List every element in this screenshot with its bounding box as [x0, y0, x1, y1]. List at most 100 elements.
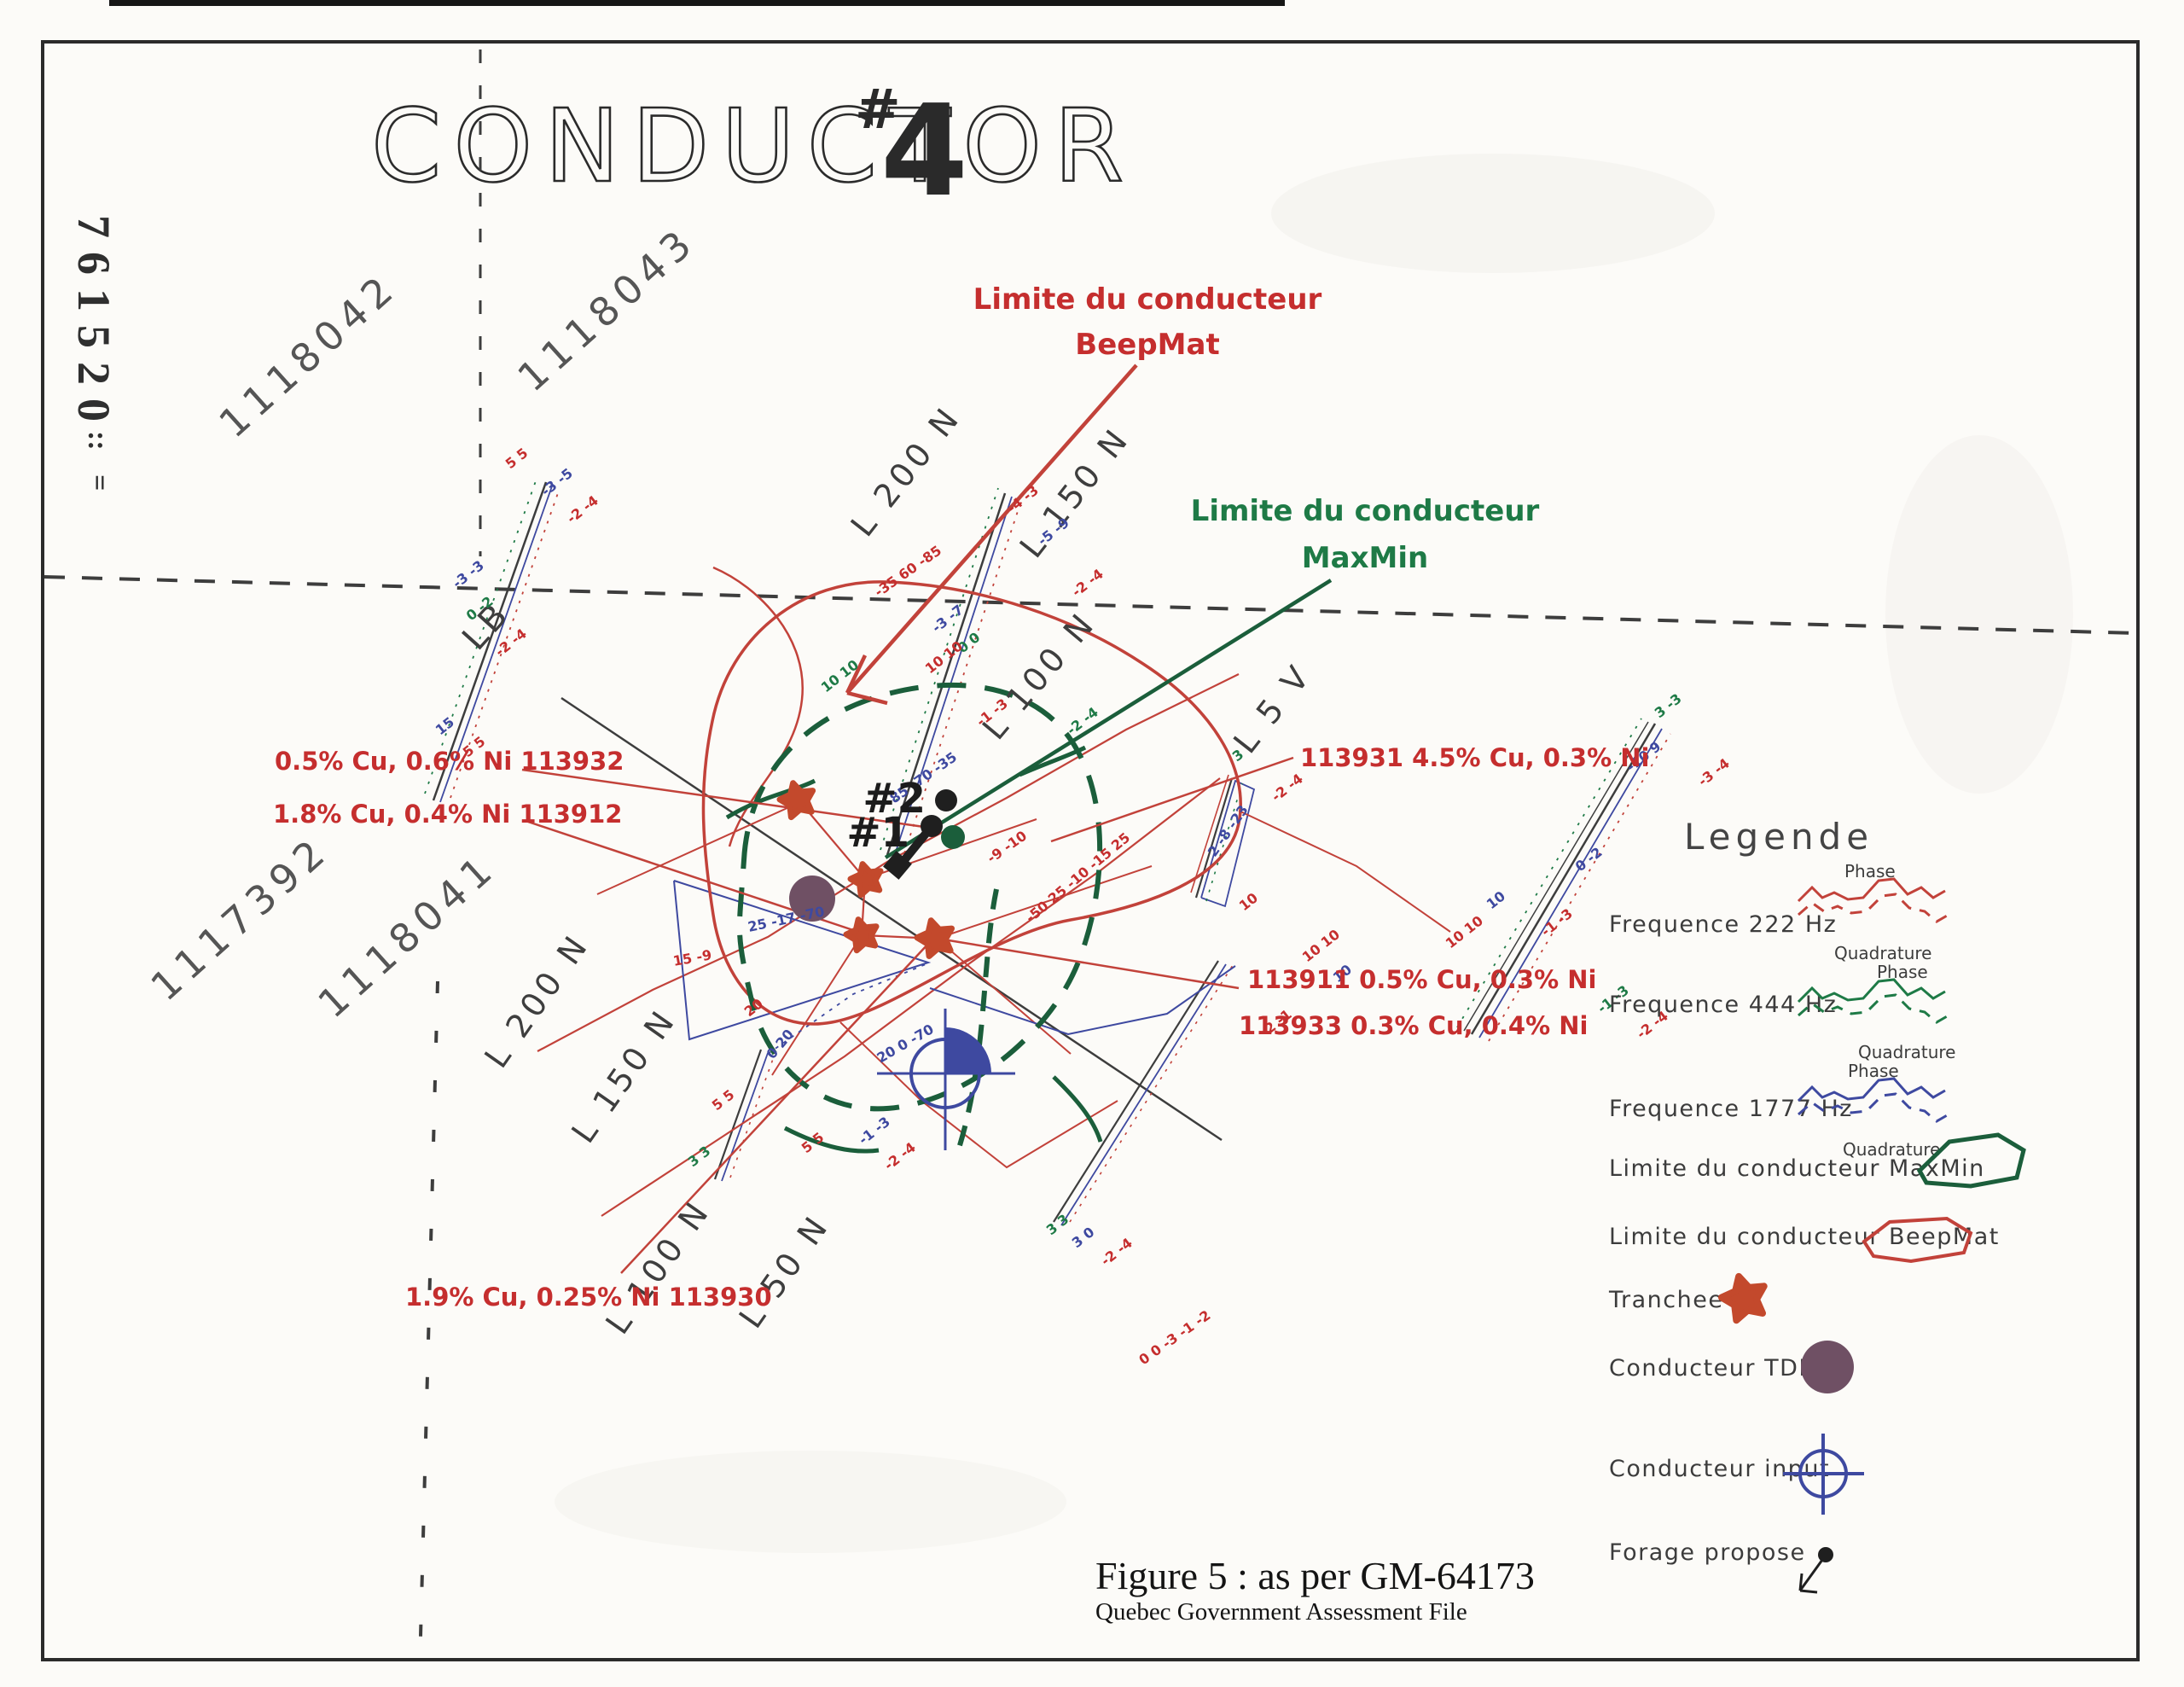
drill-green-marker: [941, 825, 965, 849]
title-number: 4: [880, 78, 968, 224]
beepmat-conductor-outline: [701, 580, 1242, 1026]
legend-maxmin-outline: [1916, 1132, 2026, 1189]
legend-forage-arrowhead: [1798, 1573, 1804, 1591]
survey-profile-line: [439, 483, 554, 803]
assay-leader: [1050, 756, 1294, 843]
survey-profile-line: [1190, 774, 1229, 893]
proposed-drill-holes: [883, 789, 965, 880]
survey-profile-dotted: [729, 1049, 777, 1178]
beepmat-arrowhead: [846, 690, 888, 706]
assay-leader: [521, 768, 931, 829]
stamp-mark: =: [84, 474, 115, 491]
survey-profile-line: [893, 496, 1013, 858]
survey-profile-line: [721, 1052, 769, 1182]
green-segment: [1019, 745, 1087, 777]
green-segment: [725, 778, 816, 820]
green-profile-lines: [725, 745, 1103, 1155]
survey-line: [886, 492, 1007, 856]
input-conductor-quadrant: [945, 1027, 991, 1073]
blue-profile-polyline: [929, 965, 1236, 1036]
legend-label-tranchee: Tranchee: [1608, 1287, 1723, 1313]
trench-link-line: [799, 801, 866, 880]
legend-phase-label: Phase: [1844, 861, 1896, 881]
legend-squiggle-222: [1797, 877, 1949, 923]
tranchee-star: [847, 861, 884, 899]
legend-label-beepmat: Limite du conducteur BeepMat: [1609, 1224, 2000, 1250]
survey-line: [1194, 777, 1234, 899]
legend-label-forage: Forage propose: [1609, 1539, 1806, 1566]
tdem-conductor-circle: [789, 875, 835, 922]
legend-label-input: Conducteur input: [1609, 1456, 1830, 1482]
scan-edge-artifact: [109, 0, 1285, 6]
gm-stamp-number: 761520: [68, 215, 119, 435]
legend-tranchee-star: [1718, 1272, 1768, 1324]
red-profile-polyline: [1238, 810, 1451, 933]
blue-profile-dotted: [767, 962, 931, 1055]
legend-tranchee-star: [1718, 1272, 1768, 1324]
assay-leader: [620, 943, 929, 1274]
assay-labels: 0.5% Cu, 0.6% Ni 113932 1.8% Cu, 0.4% Ni …: [273, 743, 1649, 1312]
legend-quadrature-curve: [1798, 993, 1949, 1024]
legend-squiggle-444: [1797, 978, 1949, 1024]
survey-profile-line: [1478, 728, 1663, 1038]
trench-ray: [936, 865, 1153, 939]
beepmat-annotation-line1: Limite du conducteur: [973, 282, 1322, 317]
maxmin-annotation-line1: Limite du conducteur: [1191, 494, 1540, 528]
legend-forage-dot: [1818, 1547, 1833, 1562]
assay-label: 0.5% Cu, 0.6% Ni 113932: [275, 747, 624, 776]
legend-quadrature-curve: [1798, 893, 1949, 923]
maxmin-leader-line: [884, 579, 1333, 859]
legend-phase-curve: [1797, 978, 1946, 1003]
trench-ray: [936, 938, 1072, 1055]
survey-line: [432, 481, 548, 801]
legend-quadrature-label: Quadrature: [1843, 1139, 1940, 1160]
scan-blotch: [1271, 154, 1715, 273]
legend-phase-curve: [1797, 1077, 1946, 1102]
input-conductor-symbol: [877, 1009, 1015, 1150]
scan-blotch: [555, 1451, 1066, 1553]
legend: Legende Frequence 222 Hz Phase Quadratur…: [1608, 816, 2026, 1594]
legend-forage-arrowhead: [1799, 1589, 1818, 1594]
trench-ray: [596, 801, 801, 895]
baseline: [561, 696, 1223, 1142]
assay-label: 113911 0.5% Cu, 0.3% Ni: [1247, 965, 1596, 994]
legend-quadrature-label: Quadrature: [1858, 1042, 1955, 1062]
legend-label-tdem: Conducteur TDEM: [1609, 1355, 1836, 1382]
trench-ray: [771, 934, 863, 1076]
red-profile-polyline: [601, 777, 1221, 1217]
drill-hole-label: #2: [863, 775, 926, 823]
survey-profile-loop: [1200, 779, 1256, 908]
maxmin-annotation-line2: MaxMin: [1302, 541, 1428, 575]
drill-arrow-shaft: [901, 821, 937, 864]
title-number-sign: #: [855, 79, 901, 142]
survey-line: [1053, 960, 1219, 1223]
scan-blotch: [1885, 435, 2073, 794]
drill-arrow-end: [883, 851, 912, 880]
blue-profile-loop: [673, 880, 932, 1041]
map-title: CONDUCTOR: [371, 87, 1136, 205]
beepmat-leader-arrow: [845, 364, 1138, 695]
survey-profile-line: [1060, 963, 1227, 1226]
tranchee-star: [776, 780, 816, 821]
legend-beepmat-outline: [1862, 1216, 1973, 1264]
legend-squiggle-1777: [1797, 1077, 1949, 1123]
legend-quadrature-curve: [1798, 1092, 1949, 1123]
drill-hole-label: #1: [846, 809, 909, 857]
legend-label-freq1777: Frequence 1777 Hz: [1609, 1096, 1853, 1122]
blue-profile-lines: [673, 880, 1236, 1055]
drill-collar-2: [935, 789, 957, 812]
figure-caption-sub: Quebec Government Assessment File: [1095, 1598, 1467, 1626]
legend-phase-curve: [1797, 877, 1946, 903]
legend-forage-shaft: [1798, 1559, 1824, 1591]
survey-profile-dotted: [1205, 782, 1243, 902]
legend-quadrature-label: Quadrature: [1834, 943, 1931, 963]
stamp-mark: ::: [82, 431, 113, 451]
legend-forage-symbol: [1798, 1547, 1833, 1594]
green-segment: [783, 1126, 880, 1154]
survey-line: [713, 1049, 763, 1180]
figure-caption: Figure 5 : as per GM-64173: [1095, 1554, 1535, 1597]
assay-label: 113933 0.3% Cu, 0.4% Ni: [1239, 1011, 1588, 1040]
legend-input-symbol: [1783, 1434, 1864, 1515]
